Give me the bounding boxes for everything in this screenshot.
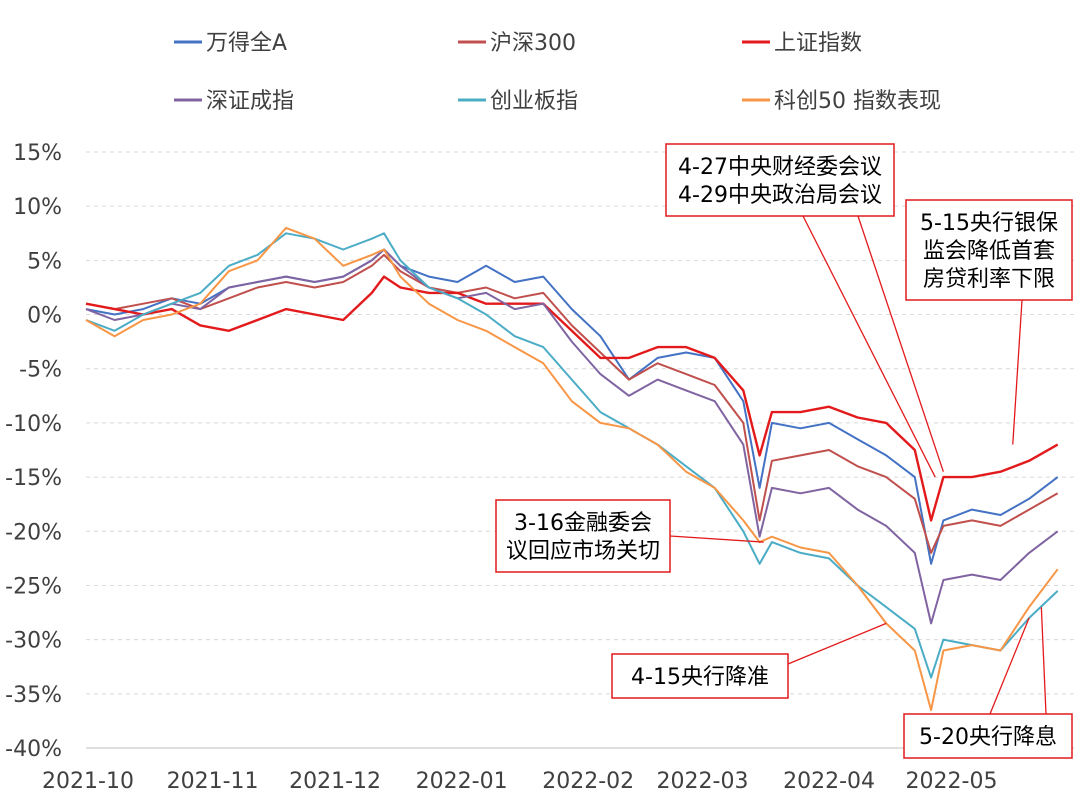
annotation-leader-line [989,617,1030,715]
annotation-leader-line [1040,607,1047,715]
y-tick-label: -20% [5,520,62,545]
annotation-text: 5-15央行银保 [920,211,1058,236]
annotation-box [495,499,671,573]
x-tick-label: 2021-10 [42,769,134,794]
legend-label: 创业板指 [490,89,578,114]
annotation-text: 4-27中央财经委会议 [678,155,882,180]
legend-item-4: 创业板指 [458,89,578,114]
y-tick-label: -10% [5,412,62,437]
legend-item-0: 万得全A [174,31,287,56]
legend-item-5: 科创50 指数表现 [742,89,941,114]
legend-item-2: 上证指数 [742,31,862,56]
legend-label: 万得全A [206,31,287,56]
x-tick-label: 2022-03 [657,769,749,794]
annotation-leader-line [787,622,887,665]
legend-item-3: 深证成指 [174,89,294,114]
y-tick-label: 15% [13,141,62,166]
x-tick-label: 2021-11 [167,769,259,794]
anno-rrr-cut: 4-15央行降准 [611,622,887,699]
annotation-leader-line [669,535,764,543]
annotations: 4-27中央财经委会议 4-29中央政治局会议 5-15央行银保监会降低首套房贷利率… [495,143,1073,759]
legend-label: 上证指数 [774,31,862,56]
annotation-text: 4-15央行降准 [631,665,769,690]
y-tick-label: 0% [27,304,62,329]
series-line-4 [85,232,1059,679]
y-tick-label: -15% [5,466,62,491]
series-line-3 [85,248,1059,625]
legend-label: 科创50 指数表现 [774,89,941,114]
y-axis: 15% 10% 5% 0% -5% -10% -15% -20% -25% -30% -35% -40… [5,141,1074,762]
series-line-1 [85,253,1059,554]
x-axis: 2021-10 2021-11 2021-12 2022-01 2022-02 2022-… [42,769,997,794]
annotation-text: 议回应市场关切 [506,539,660,564]
annotation-leader-line [857,215,944,472]
x-tick-label: 2022-05 [906,769,998,794]
y-tick-label: -5% [19,358,62,383]
x-tick-label: 2022-02 [542,769,634,794]
annotation-text: 4-29中央政治局会议 [678,183,882,208]
y-tick-label: 10% [13,195,62,220]
anno-lpr-cut: 5-20央行降息 [903,607,1073,759]
legend-label: 沪深300 [490,31,576,56]
x-tick-label: 2022-04 [783,769,875,794]
y-tick-label: -30% [5,629,62,654]
annotation-text: 监会降低首套 [923,239,1055,264]
legend-item-1: 沪深300 [458,31,576,56]
x-tick-label: 2022-01 [416,769,508,794]
annotation-box [903,713,1073,759]
anno-central-meetings: 4-27中央财经委会议 4-29中央政治局会议 [665,143,944,478]
y-tick-label: -35% [5,683,62,708]
y-tick-label: -25% [5,574,62,599]
annotation-box [611,653,789,699]
annotation-text: 房贷利率下限 [923,267,1055,292]
annotation-text: 3-16金融委会 [514,511,652,536]
annotation-box [905,199,1073,301]
series-group [85,226,1059,712]
annotation-leader-line [1012,299,1023,445]
y-tick-label: 5% [27,249,62,274]
annotation-box [665,143,895,217]
annotation-text: 5-20央行降息 [919,725,1057,750]
x-tick-label: 2021-12 [289,769,381,794]
y-tick-label: -40% [5,737,62,762]
legend-label: 深证成指 [206,89,294,114]
series-line-5 [85,226,1059,712]
annotation-leader-line [802,215,936,478]
series-line-2 [85,275,1059,522]
